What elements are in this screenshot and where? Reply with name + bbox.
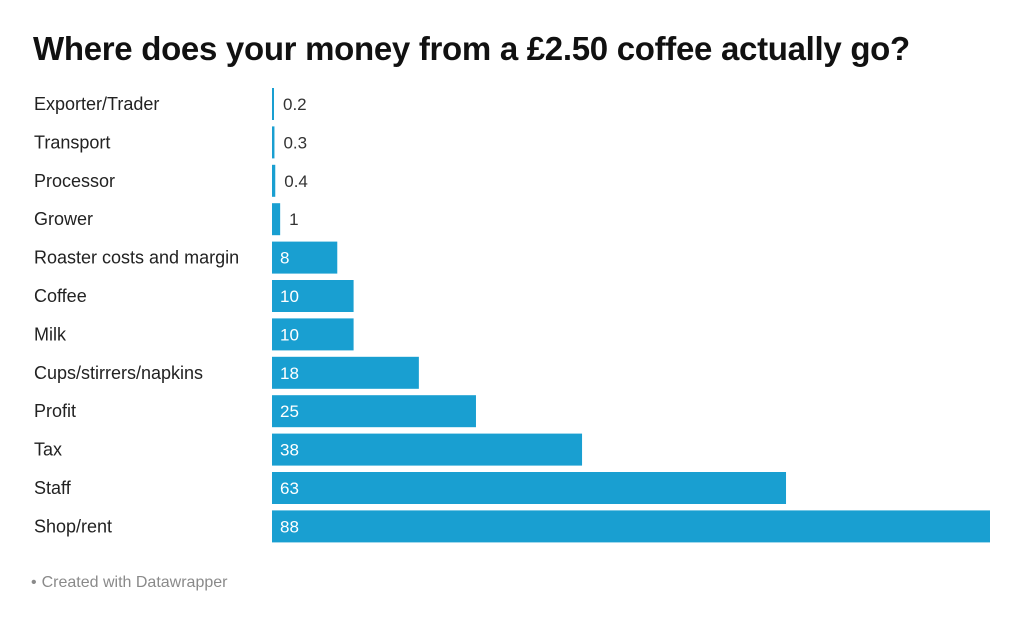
bar bbox=[272, 433, 583, 466]
value-label: 10 bbox=[280, 325, 299, 344]
category-label: Processor bbox=[34, 171, 115, 191]
value-label: 38 bbox=[280, 441, 299, 460]
chart-title: Where does your money from a £2.50 coffe… bbox=[33, 30, 910, 67]
value-label: 18 bbox=[280, 364, 299, 383]
value-label: 88 bbox=[280, 517, 299, 536]
bar bbox=[272, 126, 275, 159]
value-label: 8 bbox=[280, 249, 289, 268]
bar bbox=[272, 356, 419, 389]
bar bbox=[272, 164, 276, 197]
bar bbox=[272, 88, 274, 120]
value-label: 1 bbox=[289, 210, 298, 229]
footer-bullet: • bbox=[31, 574, 37, 591]
category-label: Coffee bbox=[34, 286, 87, 306]
category-label: Staff bbox=[34, 478, 72, 498]
category-label: Profit bbox=[34, 401, 76, 421]
footer-text: Created with Datawrapper bbox=[41, 574, 228, 591]
category-label: Exporter/Trader bbox=[34, 94, 159, 114]
bar bbox=[272, 280, 354, 312]
category-label: Tax bbox=[34, 440, 62, 460]
value-label: 25 bbox=[280, 402, 299, 421]
value-label: 10 bbox=[280, 287, 299, 306]
value-label: 0.4 bbox=[284, 172, 308, 191]
value-label: 0.2 bbox=[283, 95, 307, 114]
category-label: Grower bbox=[34, 209, 93, 229]
bar bbox=[272, 472, 787, 504]
value-label: 63 bbox=[280, 479, 299, 498]
bar-chart: Exporter/Trader 0.2 Transport 0.3 Processor 0… bbox=[34, 88, 990, 543]
footer-credit: • Created with Datawrapper bbox=[31, 574, 227, 592]
category-label: Shop/rent bbox=[34, 516, 112, 536]
category-label: Milk bbox=[34, 324, 67, 344]
bar bbox=[272, 241, 338, 274]
value-label: 0.3 bbox=[283, 133, 307, 152]
category-label: Transport bbox=[34, 132, 110, 152]
bar bbox=[272, 510, 990, 543]
bar bbox=[272, 395, 476, 428]
bar bbox=[272, 203, 281, 236]
category-label: Roaster costs and margin bbox=[34, 248, 239, 268]
bar bbox=[272, 318, 354, 351]
category-label: Cups/stirrers/napkins bbox=[34, 363, 203, 383]
